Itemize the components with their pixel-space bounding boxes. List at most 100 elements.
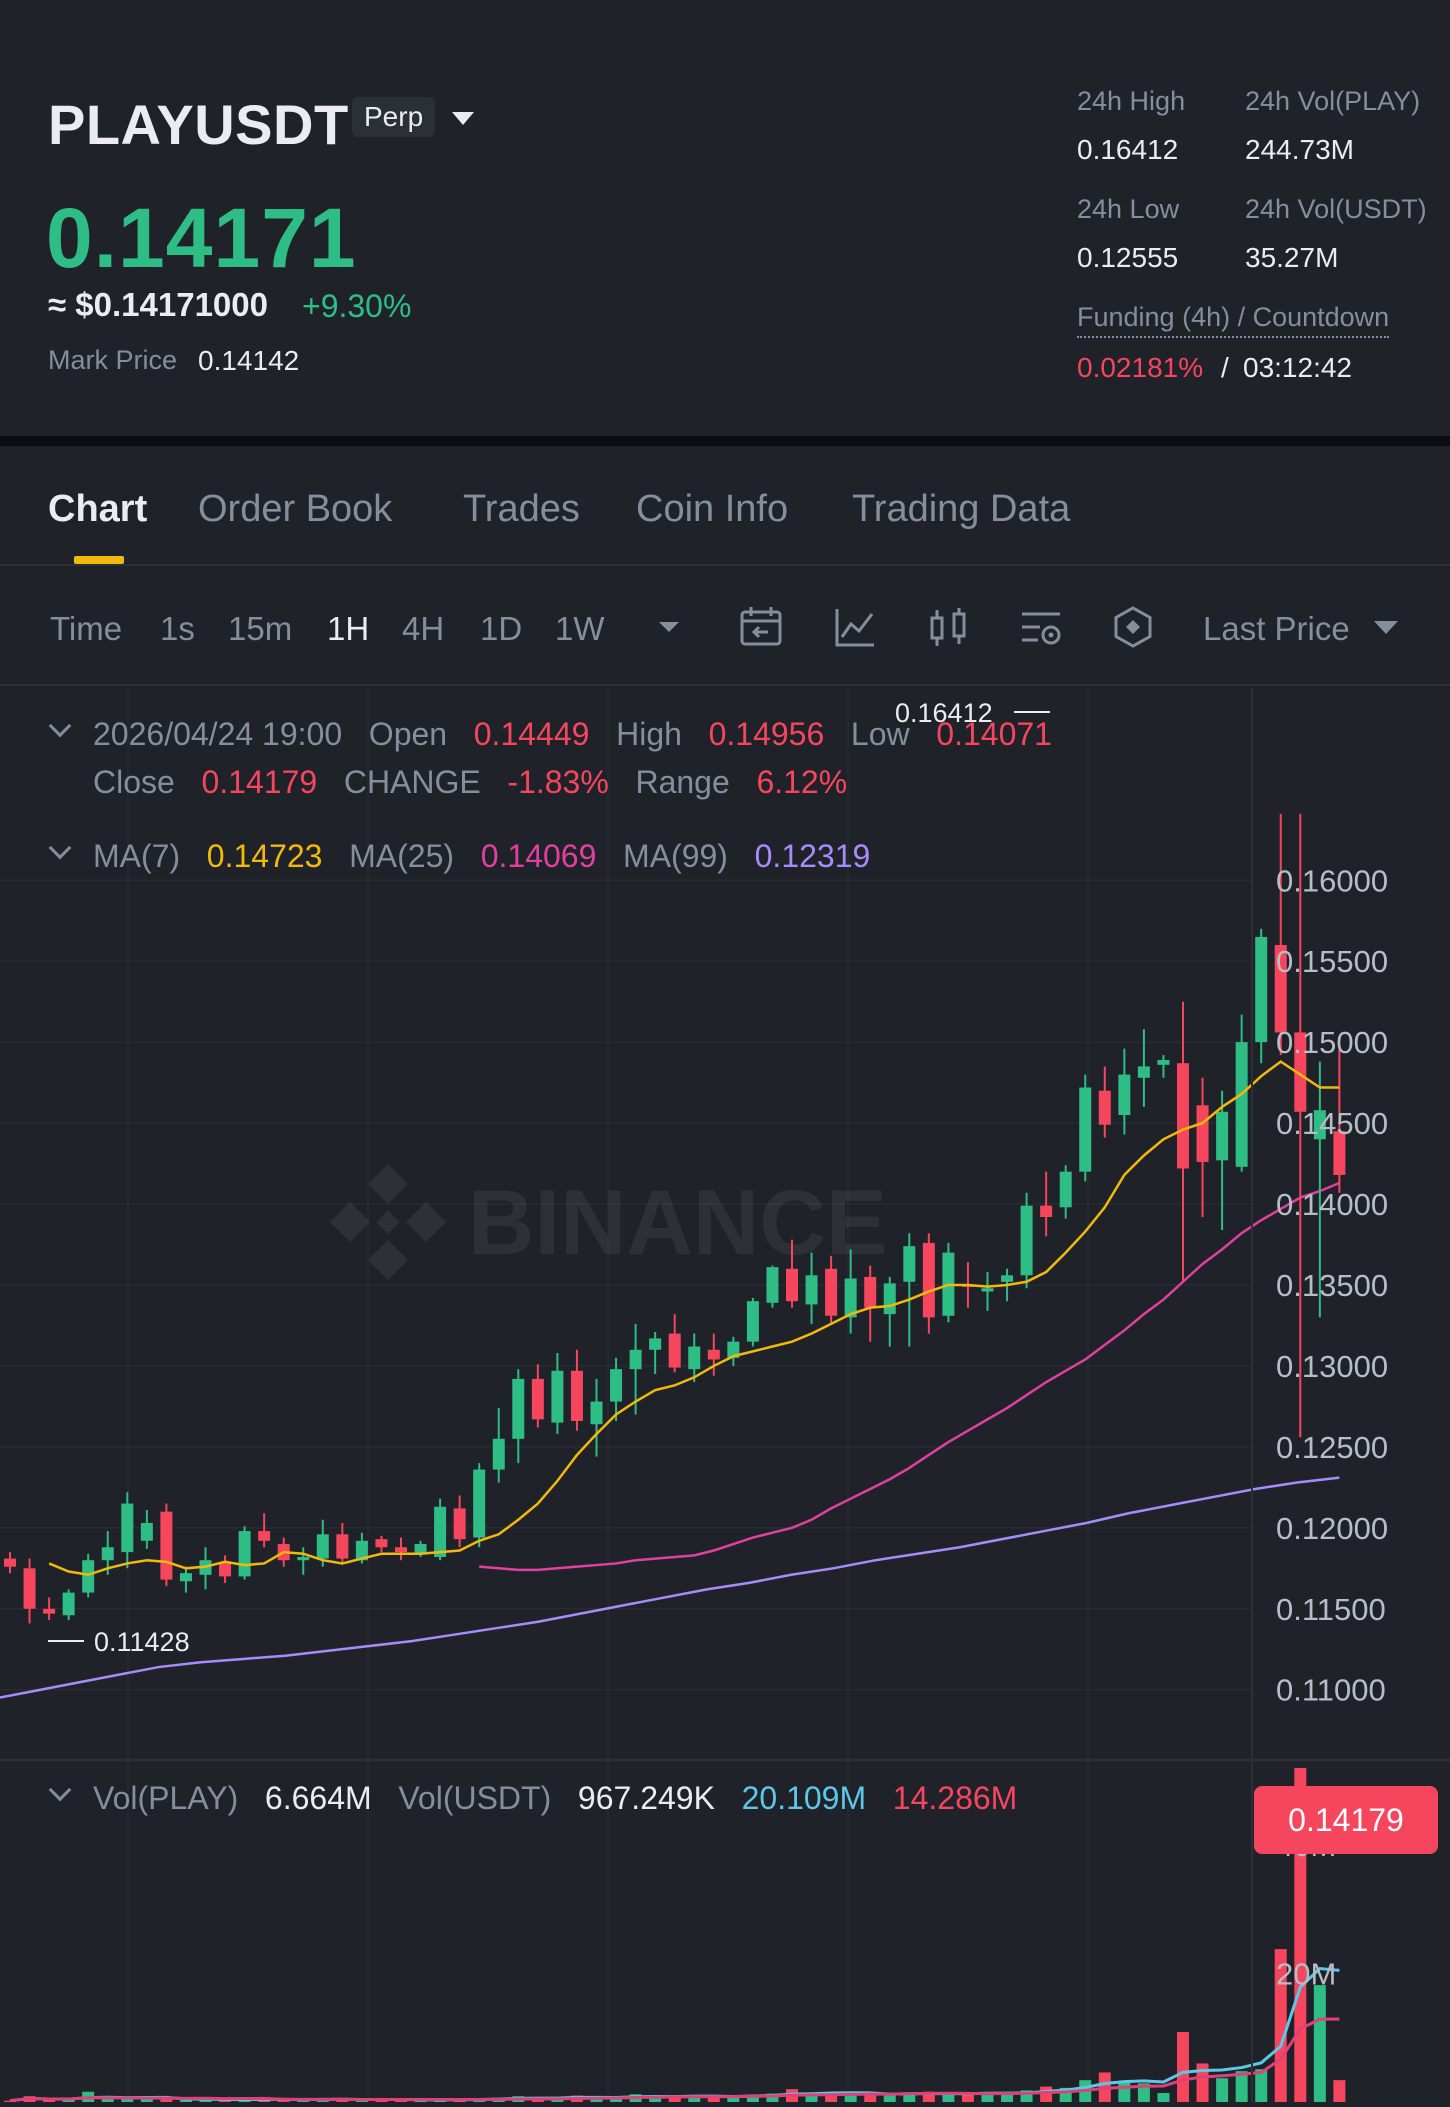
candle-body — [336, 1534, 349, 1559]
candle-body — [43, 1608, 56, 1614]
candle-body — [883, 1283, 896, 1315]
candle-body — [1059, 1171, 1072, 1208]
candle-body — [1235, 1042, 1248, 1167]
volume-ma1-path — [9, 1966, 1340, 2103]
volume-bar — [825, 2092, 838, 2102]
candle-body — [492, 1438, 505, 1470]
ma7-line — [48, 1060, 1340, 1577]
volume-ma2-path — [9, 2017, 1340, 2103]
price-type-dropdown-icon[interactable] — [1374, 621, 1398, 634]
last-price: 0.14171 — [46, 191, 357, 285]
price-tick-label: 0.13500 — [1276, 1268, 1388, 1303]
candle-body — [316, 1534, 329, 1559]
candle-type-icon[interactable] — [925, 604, 971, 650]
symbol-dropdown-icon[interactable] — [452, 112, 474, 125]
timeframe-1s[interactable]: 1s — [160, 610, 195, 647]
candle-body — [707, 1349, 720, 1360]
tab-coin-info[interactable]: Coin Info — [636, 488, 789, 530]
volume-bar — [199, 2099, 212, 2102]
low-value: 0.14071 — [936, 716, 1052, 752]
candlestick-chart[interactable]: BINANCE 0.16000 0.15500 0.15000 0.14500 0.14… — [0, 688, 1450, 2103]
volume-tick-label: 20M — [1276, 1957, 1336, 1992]
timeframe-1d[interactable]: 1D — [480, 610, 523, 647]
timeframe-time[interactable]: Time — [50, 610, 123, 647]
volume-bar — [43, 2100, 56, 2102]
max-marker-label: 0.16412 — [895, 698, 993, 728]
candle-body — [1137, 1066, 1150, 1078]
candle-body — [1040, 1205, 1053, 1218]
timeframe-1h[interactable]: 1H — [327, 610, 370, 647]
candle-body — [551, 1370, 564, 1423]
price-tick-label: 0.13000 — [1276, 1349, 1388, 1384]
watermark: BINANCE — [330, 1164, 887, 1280]
candle-body — [1196, 1105, 1209, 1162]
candle-body — [1255, 936, 1268, 1043]
candle-body — [82, 1560, 95, 1593]
candle-body — [1294, 1032, 1307, 1112]
last-price-tag: 0.14179 — [1254, 1786, 1438, 1854]
ma25-value: 0.14069 — [480, 838, 597, 874]
volume-bar — [864, 2094, 877, 2102]
candle-body — [570, 1370, 583, 1421]
candle-body — [1079, 1087, 1092, 1172]
ma25-line — [479, 1181, 1340, 1572]
tab-trading-data[interactable]: Trading Data — [852, 488, 1071, 530]
timeframe-dropdown-icon[interactable] — [646, 604, 692, 650]
mark-price-label: Mark Price — [48, 345, 178, 375]
chart-grid — [0, 688, 1252, 2102]
range-label: Range — [635, 764, 730, 800]
volume-bar — [688, 2095, 701, 2102]
timeframe-4h[interactable]: 4H — [402, 610, 445, 647]
ma7-value: 0.14723 — [206, 838, 323, 874]
timeframe-15m[interactable]: 15m — [228, 610, 293, 647]
funding-label[interactable]: Funding (4h) / Countdown — [1077, 302, 1390, 338]
high-label: High — [616, 716, 682, 752]
vol-play-24h-label: 24h Vol(PLAY) — [1245, 86, 1421, 116]
contract-type-badge: Perp — [352, 97, 436, 137]
open-value: 0.14449 — [473, 716, 590, 752]
candle-body — [101, 1547, 114, 1561]
chart-toolbar: Time 1s 15m 1H 4H 1D 1W Last Price — [0, 568, 1450, 686]
min-marker-label: 0.11428 — [94, 1627, 190, 1657]
ma99-line — [0, 1476, 1340, 1699]
price-type-select[interactable]: Last Price — [1203, 610, 1350, 647]
candle-body — [746, 1301, 759, 1342]
indicator-icon[interactable] — [832, 604, 878, 650]
volume-bar — [1274, 1949, 1287, 2102]
vol-usdt-24h-label: 24h Vol(USDT) — [1245, 194, 1427, 224]
timeframe-1w[interactable]: 1W — [555, 610, 605, 647]
volume-bar — [62, 2099, 75, 2102]
candle-body — [1333, 1131, 1346, 1175]
chart-area[interactable]: BINANCE 0.16000 0.15500 0.15000 0.14500 0.14… — [0, 688, 1450, 2103]
volume-bar — [981, 2093, 994, 2102]
funding-countdown: 03:12:42 — [1243, 352, 1352, 383]
volume-bar — [1216, 2078, 1229, 2102]
chart-settings-icon[interactable] — [1018, 604, 1064, 650]
volume-bar — [942, 2093, 955, 2102]
candle-body — [512, 1378, 525, 1439]
section-divider — [0, 436, 1450, 446]
candle-body — [160, 1511, 173, 1580]
low-label: Low — [850, 716, 910, 752]
candle-body — [140, 1522, 153, 1541]
volume-bar — [101, 2098, 114, 2102]
volume-bar — [1020, 2090, 1033, 2102]
tab-order-book[interactable]: Order Book — [198, 488, 393, 530]
candle-body — [1157, 1059, 1170, 1065]
candle-body — [1118, 1074, 1131, 1116]
ticker-header: PLAYUSDT Perp 0.14171 ≈ $0.14171000 +9.3… — [0, 0, 1450, 436]
tab-chart[interactable]: Chart — [48, 488, 148, 530]
high-24h-label: 24h High — [1077, 86, 1186, 116]
tab-trades[interactable]: Trades — [463, 488, 580, 530]
candle-body — [355, 1540, 368, 1561]
close-label: Close — [93, 764, 175, 800]
volume-bar — [1313, 1985, 1326, 2102]
candle-body — [531, 1378, 544, 1420]
funding-rate: 0.02181% — [1077, 352, 1204, 383]
price-tick-label: 0.11500 — [1276, 1592, 1386, 1627]
volume-bar — [160, 2098, 173, 2102]
symbol-title[interactable]: PLAYUSDT — [48, 93, 349, 156]
depth-icon[interactable] — [1110, 604, 1156, 650]
candle-datetime: 2026/04/24 19:00 — [93, 716, 343, 752]
calendar-icon[interactable] — [738, 604, 784, 650]
